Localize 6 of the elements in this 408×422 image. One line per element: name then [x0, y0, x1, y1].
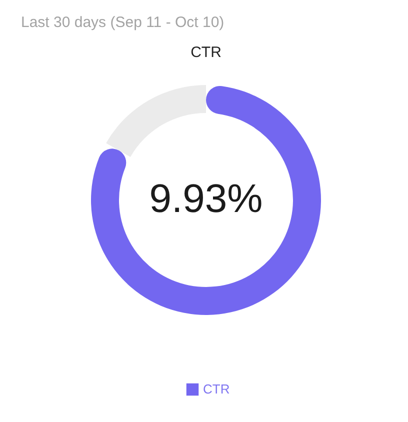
chart-title: CTR [190, 44, 222, 61]
donut-slice [106, 85, 206, 157]
donut-slice [91, 86, 321, 315]
legend-label: CTR [203, 382, 230, 396]
data-label: 9.93% [149, 177, 263, 221]
chart-subtitle: Last 30 days (Sep 11 - Oct 10) [21, 14, 224, 31]
